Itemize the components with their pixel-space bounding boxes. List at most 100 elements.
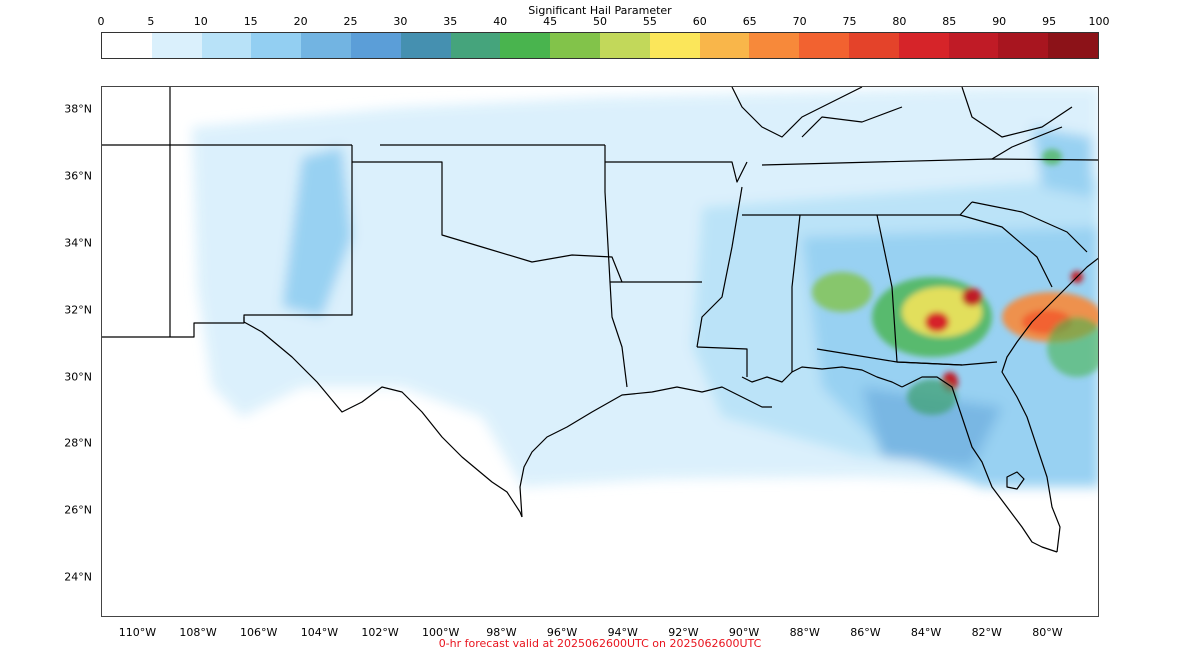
field-nm-band — [282, 147, 352, 317]
coast-louisiana — [741, 366, 903, 388]
longitude-label: 84°W — [910, 626, 942, 639]
longitude-label: 106°W — [240, 626, 278, 639]
colorbar-tick-label: 70 — [792, 15, 807, 28]
colorbar-tick-label: 65 — [742, 15, 757, 28]
field-red-ga2 — [962, 288, 982, 306]
colorbar-swatch — [102, 33, 152, 58]
longitude-label: 86°W — [850, 626, 881, 639]
border-la-ms — [696, 346, 748, 377]
longitude-label: 80°W — [1032, 626, 1063, 639]
field-green-tn — [1042, 149, 1062, 165]
latitude-label: 32°N — [64, 303, 92, 317]
lake-okeechobee — [1006, 471, 1025, 490]
colorbar-tick-label: 50 — [593, 15, 607, 28]
latitude-label: 24°N — [64, 570, 92, 584]
border-ga-sc — [959, 214, 1053, 288]
border-nc-sc — [971, 201, 1088, 253]
border-ok-ar — [604, 145, 611, 283]
longitude-label: 98°W — [486, 626, 517, 639]
longitude-label: 108°W — [179, 626, 217, 639]
forecast-valid-footer: 0-hr forecast valid at 2025062600UTC on … — [438, 637, 762, 650]
field-gulf — [862, 387, 1002, 467]
latitude-label: 34°N — [64, 236, 92, 250]
colorbar-tick-label: 100 — [1088, 15, 1110, 28]
colorbar-ticks: 0 5 10 15 20 25 30 35 40 45 50 55 60 65 70 75 80 85 90 95 10… — [98, 15, 1110, 29]
colorbar-swatch — [948, 33, 999, 58]
latitude-label: 38°N — [64, 102, 92, 116]
longitude-label: 90°W — [728, 626, 760, 639]
colorbar-tick-label: 55 — [642, 15, 657, 28]
colorbar-tick-label: 40 — [493, 15, 508, 28]
coast-florida-gulf — [901, 376, 1058, 553]
boundaries — [102, 87, 1098, 553]
colorbar-swatch — [151, 33, 202, 58]
latitude-label: 36°N — [64, 169, 92, 183]
colorbar-swatch — [550, 33, 600, 58]
map-canvas — [102, 87, 1098, 553]
colorbar-swatch — [500, 33, 551, 58]
map-frame — [101, 86, 1099, 617]
colorbar — [101, 32, 1099, 59]
field-yellow-ga — [902, 287, 982, 337]
longitude-label: 104°W — [300, 626, 339, 639]
border-ar-mo — [605, 161, 748, 183]
colorbar-tick-label: 10 — [193, 15, 208, 28]
colorbar-title: Significant Hail Parameter — [528, 4, 672, 17]
latitude-label: 26°N — [64, 503, 92, 517]
field-tn — [1032, 127, 1092, 197]
border-tx-mexico — [243, 321, 523, 518]
field-green-sc — [1047, 317, 1098, 377]
colorbar-swatch — [898, 33, 949, 58]
colorbar-swatch — [350, 33, 401, 58]
border-ms-ar — [696, 186, 743, 348]
colorbar-swatch — [251, 33, 302, 58]
border-ga-fl — [896, 361, 998, 366]
border-al-ga — [876, 214, 898, 363]
latitude-label: 30°N — [64, 370, 92, 384]
colorbar-swatch — [998, 33, 1049, 58]
colorbar-tick-label: 80 — [892, 15, 907, 28]
longitude-label: 82°W — [971, 626, 1002, 639]
longitude-label: 94°W — [607, 626, 638, 639]
border-la-tx — [609, 281, 628, 388]
longitude-label: 100°W — [422, 626, 460, 639]
colorbar-swatch — [649, 33, 700, 58]
colorbar-swatch — [400, 33, 451, 58]
colorbar-swatch — [201, 33, 252, 58]
colorbar-tick-label: 60 — [692, 15, 707, 28]
colorbar-swatch — [450, 33, 501, 58]
field-green-al — [812, 272, 872, 312]
border-ok-tx — [352, 161, 623, 283]
colorbar-tick-label: 75 — [842, 15, 857, 28]
colorbar-tick-label: 25 — [343, 15, 358, 28]
colorbar-swatch — [1048, 33, 1098, 58]
longitude-label: 88°W — [789, 626, 820, 639]
latitude-label: 28°N — [64, 436, 92, 450]
colorbar-tick-label: 30 — [393, 15, 408, 28]
field-red-ga — [925, 312, 949, 332]
border-nm-mexico — [170, 317, 245, 338]
colorbar-tick-label: 45 — [543, 15, 558, 28]
colorbar-swatch — [301, 33, 351, 58]
colorbar-tick-label: 95 — [1042, 15, 1057, 28]
longitude-label: 92°W — [668, 626, 699, 639]
colorbar-tick-label: 5 — [147, 15, 155, 28]
colorbar-tick-label: 85 — [942, 15, 957, 28]
longitude-label: 96°W — [546, 626, 578, 639]
colorbar-swatch — [848, 33, 899, 58]
longitude-label: 110°W — [118, 626, 157, 639]
colorbar-swatch — [749, 33, 800, 58]
longitude-label: 102°W — [361, 626, 399, 639]
colorbar-swatch — [599, 33, 650, 58]
colorbar-swatch — [699, 33, 750, 58]
coast-texas — [519, 386, 772, 518]
colorbar-tick-label: 20 — [293, 15, 308, 28]
colorbar-tick-label: 35 — [443, 15, 458, 28]
colorbar-tick-label: 90 — [992, 15, 1007, 28]
field-green-fl — [907, 379, 957, 415]
border-tn-south — [742, 201, 973, 216]
border-north-states — [731, 87, 1073, 160]
colorbar-tick-label: 15 — [243, 15, 258, 28]
colorbar-swatch — [799, 33, 849, 58]
coast-florida-atlantic — [1001, 257, 1098, 553]
